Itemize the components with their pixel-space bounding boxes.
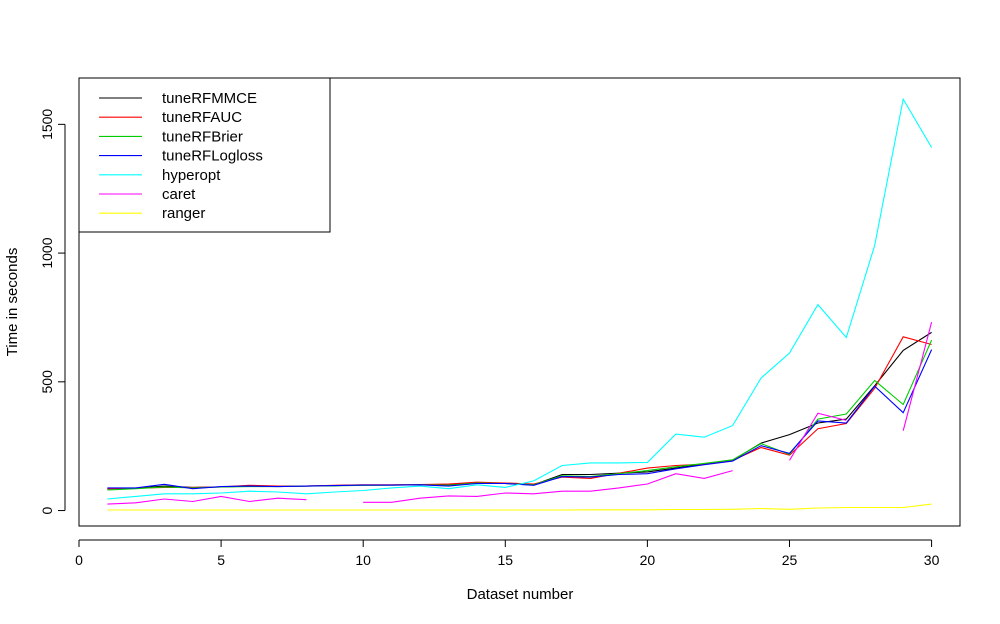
x-tick-label: 5	[217, 552, 225, 568]
legend-label-tuneRFLogloss: tuneRFLogloss	[162, 148, 263, 165]
series-line-caret	[789, 412, 847, 461]
y-tick-label: 0	[39, 506, 55, 514]
legend-label-tuneRFAUC: tuneRFAUC	[162, 109, 242, 126]
y-axis-title: Time in seconds	[4, 248, 21, 357]
series-line-tuneRFMMCE	[107, 331, 932, 490]
series-line-hyperopt	[107, 97, 933, 500]
series-line-caret	[107, 495, 307, 505]
legend-box	[78, 77, 331, 233]
legend-label-tuneRFBrier: tuneRFBrier	[162, 128, 243, 145]
series-line-tuneRFLogloss	[107, 349, 933, 490]
x-axis-title: Dataset number	[467, 586, 574, 603]
x-tick-label: 30	[924, 552, 940, 568]
series-line-caret	[902, 321, 933, 431]
legend-label-ranger: ranger	[162, 205, 205, 222]
x-tick-label: 10	[355, 552, 371, 568]
series-line-tuneRFBrier	[107, 339, 933, 491]
series-lines	[107, 97, 933, 511]
x-tick-label: 15	[498, 552, 514, 568]
series-line-ranger	[107, 503, 932, 511]
legend: tuneRFMMCE tuneRFAUC tuneRFBrier tuneRFLogl…	[78, 77, 331, 233]
series-line-tuneRFAUC	[107, 336, 932, 490]
series-line-caret	[363, 470, 733, 503]
x-tick-label: 0	[75, 552, 83, 568]
y-tick-label: 500	[39, 370, 55, 394]
x-tick-label: 20	[640, 552, 656, 568]
legend-label-caret: caret	[162, 186, 196, 203]
legend-label-tuneRFMMCE: tuneRFMMCE	[162, 90, 257, 107]
x-tick-label: 25	[782, 552, 798, 568]
x-axis: 0 5 10 15 20 25 30	[75, 539, 940, 568]
y-tick-label: 1500	[39, 109, 55, 140]
y-axis: 0 500 1000 1500	[39, 109, 66, 514]
plot-frame	[78, 77, 961, 527]
legend-label-hyperopt: hyperopt	[162, 167, 221, 184]
y-tick-label: 1000	[39, 237, 55, 268]
